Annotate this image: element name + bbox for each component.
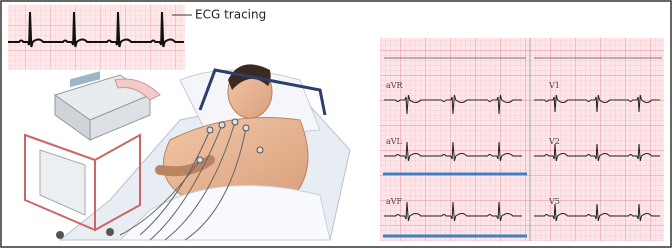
ecg-strip-grid bbox=[8, 5, 185, 70]
ecg-paper-grid bbox=[380, 38, 664, 241]
lead-label: V2 bbox=[548, 137, 560, 146]
lead-label: aVF bbox=[386, 197, 403, 206]
lead-label: V1 bbox=[548, 81, 560, 90]
callout-label: ECG tracing bbox=[195, 8, 266, 22]
lead-label: V5 bbox=[548, 197, 560, 206]
page: ECG tracing aVRV bbox=[0, 0, 672, 248]
lead-label: aVR bbox=[386, 81, 404, 90]
lead-label: aVL bbox=[386, 137, 403, 146]
illustration: ECG tracing aVRV bbox=[0, 0, 672, 248]
